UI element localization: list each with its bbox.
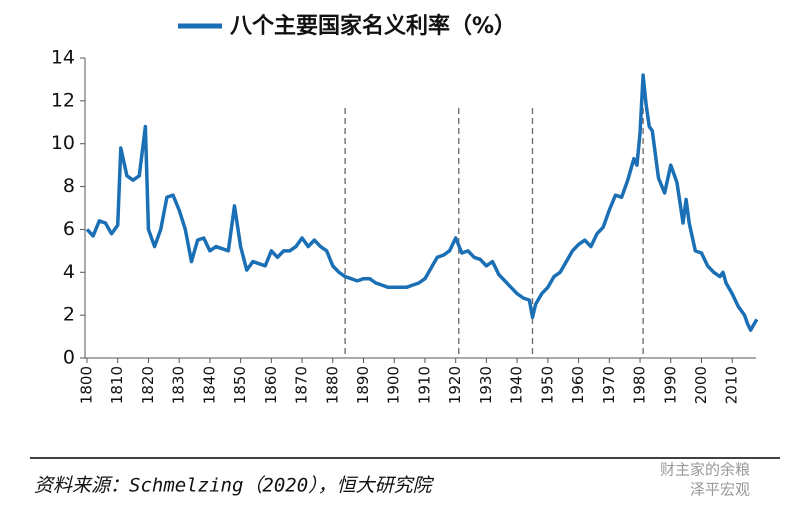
x-tick-label: 1950 [538, 366, 556, 404]
y-tick-label: 6 [63, 218, 75, 240]
x-tick-label: 1930 [477, 366, 495, 404]
x-tick-label: 1860 [262, 366, 280, 404]
x-tick-label: 1850 [231, 366, 249, 404]
legend-label: 八个主要国家名义利率（%） [230, 13, 516, 39]
x-tick-label: 1910 [415, 366, 433, 404]
y-tick-label: 14 [51, 47, 75, 69]
y-tick-label: 0 [63, 347, 75, 369]
x-tick-label: 1890 [354, 366, 372, 404]
y-tick-label: 10 [51, 132, 75, 154]
x-tick-label: 1960 [569, 366, 587, 404]
x-tick-label: 1940 [508, 366, 526, 404]
x-tick-label: 1870 [293, 366, 311, 404]
x-tick-label: 2000 [692, 366, 710, 404]
watermark: 财主家的余粮 [660, 461, 750, 479]
x-tick-label: 1990 [661, 366, 679, 404]
watermark: 泽平宏观 [690, 481, 750, 499]
y-tick-label: 8 [63, 175, 75, 197]
x-tick-label: 1830 [170, 366, 188, 404]
x-tick-label: 1970 [600, 366, 618, 404]
y-tick-label: 4 [63, 261, 75, 283]
x-tick-label: 1810 [108, 366, 126, 404]
x-tick-label: 1840 [200, 366, 218, 404]
y-tick-label: 2 [63, 304, 75, 326]
x-tick-label: 1820 [139, 366, 157, 404]
series-line [85, 73, 759, 332]
y-tick-label: 12 [51, 89, 75, 111]
source: 资料来源：Schmelzing（2020），恒大研究院 [34, 475, 435, 497]
x-tick-label: 1980 [631, 366, 649, 404]
x-tick-label: 2010 [723, 366, 741, 404]
x-tick-label: 1880 [323, 366, 341, 404]
x-tick-label: 1900 [385, 366, 403, 404]
x-tick-label: 1800 [78, 366, 96, 404]
x-tick-label: 1920 [446, 366, 464, 404]
